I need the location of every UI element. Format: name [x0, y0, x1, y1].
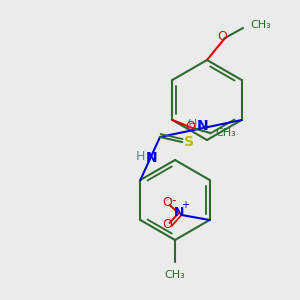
Text: O: O	[163, 196, 172, 209]
Text: S: S	[184, 135, 194, 149]
Text: CH₃: CH₃	[250, 20, 271, 30]
Text: N: N	[197, 119, 208, 134]
Text: H: H	[188, 118, 197, 131]
Text: -: -	[171, 194, 176, 208]
Text: N: N	[173, 206, 184, 220]
Text: O: O	[217, 31, 227, 44]
Text: +: +	[181, 200, 189, 210]
Text: O: O	[185, 121, 195, 134]
Text: H: H	[136, 150, 145, 163]
Text: CH₃: CH₃	[215, 128, 236, 138]
Text: N: N	[146, 152, 157, 166]
Text: O: O	[163, 218, 172, 232]
Text: CH₃: CH₃	[165, 270, 185, 280]
